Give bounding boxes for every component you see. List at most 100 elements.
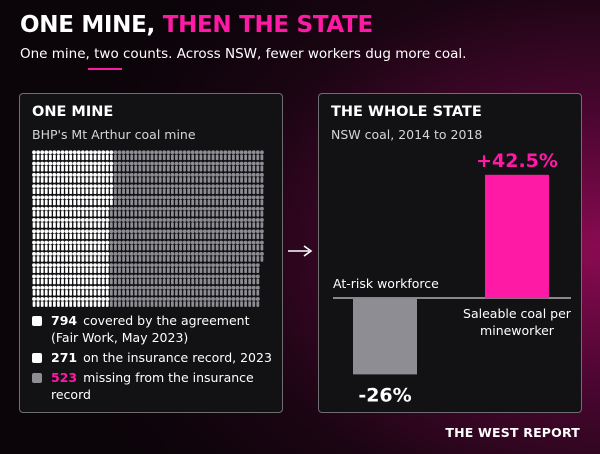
person-icon (251, 172, 256, 183)
person-icon (251, 263, 256, 274)
person-icon (162, 274, 167, 285)
person-icon (52, 251, 57, 262)
person-icon (97, 195, 102, 206)
person-icon (85, 263, 89, 274)
person-icon (137, 240, 142, 251)
person-icon (158, 161, 163, 172)
person-icon (170, 184, 175, 195)
person-icon (251, 218, 256, 228)
person-icon (231, 297, 236, 307)
category-label: Saleable coal per mineworker (463, 306, 572, 338)
person-icon (154, 172, 159, 183)
person-icon (60, 150, 65, 161)
person-icon (223, 206, 228, 217)
person-icon (32, 229, 36, 240)
person-icon (117, 172, 122, 183)
person-icon (133, 263, 138, 274)
title-main: ONE MINE, (20, 12, 155, 38)
person-icon (162, 150, 167, 161)
person-icon (85, 150, 89, 161)
person-icon (215, 206, 220, 217)
whole-state-panel: THE WHOLE STATE NSW coal, 2014 to 2018 -… (318, 93, 582, 413)
person-icon (32, 285, 36, 296)
person-icon (113, 274, 118, 285)
person-icon (48, 274, 53, 285)
subtitle-underline (88, 68, 122, 70)
person-icon (198, 161, 203, 172)
person-icon (239, 206, 244, 217)
person-icon (207, 285, 211, 296)
person-icon (121, 285, 126, 296)
person-icon (36, 274, 41, 285)
person-icon (60, 285, 65, 296)
person-icon (105, 297, 110, 307)
person-icon (182, 161, 187, 172)
person-icon (121, 206, 126, 217)
person-icon (154, 297, 159, 307)
person-icon (223, 263, 228, 274)
person-icon (141, 229, 146, 240)
person-icon (174, 195, 179, 206)
person-icon (137, 218, 142, 228)
person-icon (40, 172, 45, 183)
person-icon (239, 161, 244, 172)
person-icon (109, 161, 114, 172)
person-icon (255, 285, 260, 296)
person-icon (80, 161, 85, 172)
person-icon (203, 274, 207, 285)
person-icon (215, 285, 220, 296)
person-icon (97, 206, 102, 217)
person-icon (105, 184, 110, 195)
person-icon (52, 218, 57, 228)
person-icon (186, 161, 191, 172)
person-icon (215, 218, 220, 228)
person-icon (85, 206, 89, 217)
person-icon (162, 172, 167, 183)
person-icon (68, 184, 73, 195)
person-icon (72, 161, 77, 172)
person-icon (141, 150, 146, 161)
person-icon (40, 274, 45, 285)
person-icon (166, 229, 171, 240)
person-figure-grid (32, 150, 264, 307)
person-icon (133, 229, 138, 240)
person-icon (239, 150, 244, 161)
legend-value-covered: 794 (51, 313, 78, 328)
person-icon (158, 285, 163, 296)
person-icon (255, 206, 260, 217)
person-icon (101, 240, 106, 251)
person-icon (60, 263, 65, 274)
person-icon (154, 150, 159, 161)
person-icon (190, 229, 195, 240)
change-bar-chart: -26% +42.5% At-risk workforce Saleable coal… (333, 150, 572, 406)
person-icon (203, 184, 207, 195)
person-icon (97, 229, 102, 240)
person-icon (137, 150, 142, 161)
person-icon (97, 251, 102, 262)
person-icon (113, 150, 118, 161)
person-icon (89, 251, 93, 262)
person-icon (203, 161, 207, 172)
person-icon (243, 172, 248, 183)
person-icon (235, 297, 240, 307)
person-icon (121, 218, 126, 228)
person-icon (105, 274, 110, 285)
person-icon (44, 195, 49, 206)
person-icon (89, 195, 93, 206)
person-icon (215, 184, 220, 195)
bar-positive (485, 174, 549, 299)
person-icon (211, 218, 215, 228)
person-icon (64, 195, 69, 206)
person-icon (133, 150, 138, 161)
person-icon (190, 172, 195, 183)
person-icon (174, 172, 179, 183)
person-icon (194, 240, 199, 251)
one-mine-panel: ONE MINE BHP's Mt Arthur coal mine 794 co… (19, 93, 283, 413)
person-icon (243, 150, 248, 161)
person-icon (146, 161, 150, 172)
person-icon (182, 218, 187, 228)
one-mine-title: ONE MINE (32, 104, 114, 120)
person-icon (255, 263, 260, 274)
person-icon (101, 161, 106, 172)
person-icon (137, 206, 142, 217)
